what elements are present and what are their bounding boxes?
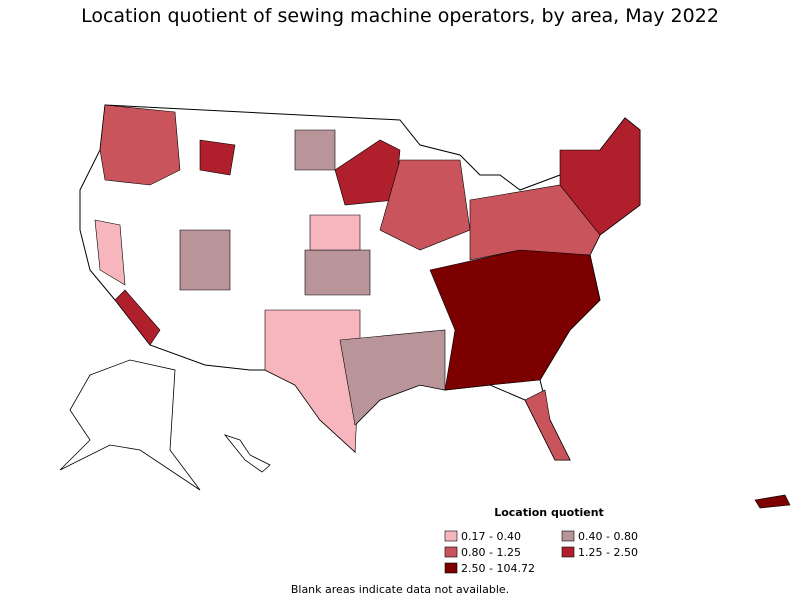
legend-title: Location quotient bbox=[494, 506, 604, 519]
legend-label: 0.80 - 1.25 bbox=[461, 546, 521, 559]
region bbox=[304, 249, 371, 296]
region bbox=[559, 117, 641, 236]
region bbox=[99, 104, 181, 186]
legend-swatch bbox=[444, 530, 458, 542]
footnote: Blank areas indicate data not available. bbox=[291, 583, 509, 596]
region bbox=[264, 309, 361, 453]
map-title: Location quotient of sewing machine oper… bbox=[81, 5, 719, 27]
region bbox=[199, 139, 236, 176]
legend-label: 1.25 - 2.50 bbox=[578, 546, 638, 559]
alaska bbox=[59, 359, 201, 491]
region bbox=[309, 214, 361, 251]
region bbox=[94, 219, 126, 286]
legend-swatch bbox=[561, 546, 575, 558]
region bbox=[294, 129, 336, 171]
legend-swatch bbox=[444, 562, 458, 574]
region bbox=[114, 289, 161, 346]
legend-label: 0.40 - 0.80 bbox=[578, 530, 638, 543]
legend-swatch bbox=[444, 546, 458, 558]
puerto-rico bbox=[754, 494, 791, 509]
map bbox=[59, 104, 791, 509]
region bbox=[379, 159, 471, 251]
region bbox=[179, 229, 231, 291]
legend-label: 2.50 - 104.72 bbox=[461, 562, 535, 575]
region bbox=[339, 329, 446, 426]
hawaii bbox=[223, 434, 271, 473]
legend-swatch bbox=[561, 530, 575, 542]
region bbox=[429, 249, 601, 391]
region bbox=[524, 389, 571, 461]
legend: 0.17 - 0.40 0.40 - 0.80 0.80 - 1.25 1.25 - … bbox=[444, 530, 638, 575]
legend-label: 0.17 - 0.40 bbox=[461, 530, 521, 543]
